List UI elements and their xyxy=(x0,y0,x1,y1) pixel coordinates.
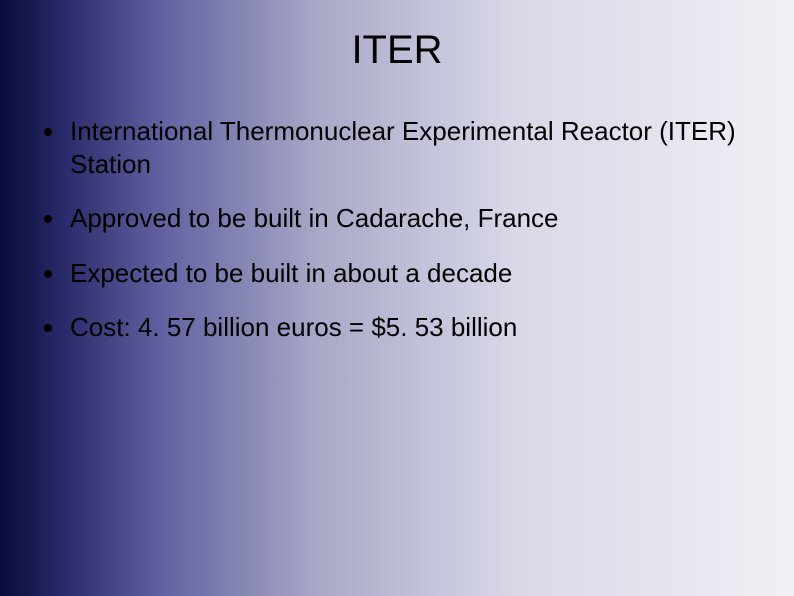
bullet-text: International Thermonuclear Experimental… xyxy=(70,115,750,180)
bullet-text: Expected to be built in about a decade xyxy=(70,257,750,290)
list-item: Cost: 4. 57 billion euros = $5. 53 billi… xyxy=(44,311,750,344)
bullet-text: Approved to be built in Cadarache, Franc… xyxy=(70,202,750,235)
bullet-icon xyxy=(44,215,52,223)
list-item: Expected to be built in about a decade xyxy=(44,257,750,290)
bullet-icon xyxy=(44,270,52,278)
bullet-list: International Thermonuclear Experimental… xyxy=(44,115,750,366)
slide-title: ITER xyxy=(0,28,794,73)
bullet-icon xyxy=(44,324,52,332)
slide: ITER International Thermonuclear Experim… xyxy=(0,0,794,596)
list-item: International Thermonuclear Experimental… xyxy=(44,115,750,180)
bullet-text: Cost: 4. 57 billion euros = $5. 53 billi… xyxy=(70,311,750,344)
list-item: Approved to be built in Cadarache, Franc… xyxy=(44,202,750,235)
bullet-icon xyxy=(44,128,52,136)
